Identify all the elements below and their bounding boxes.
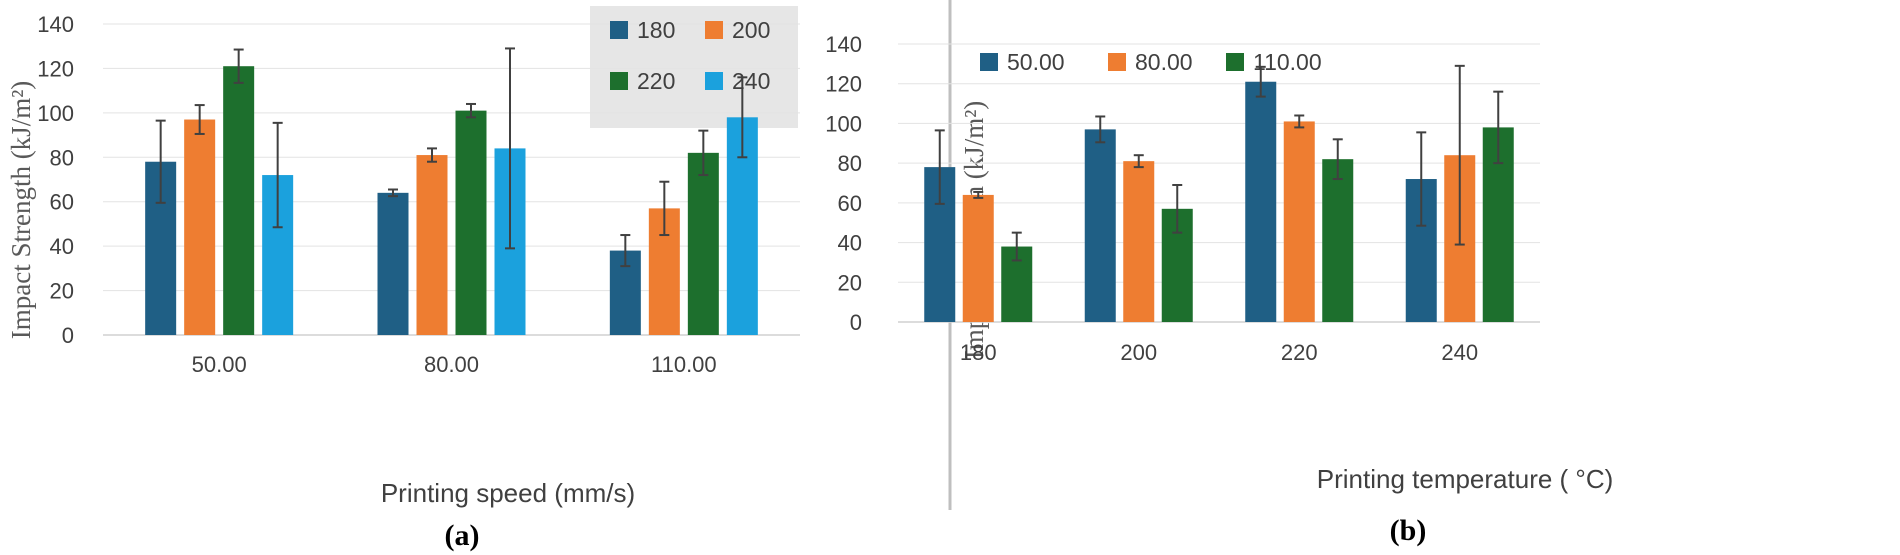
- chart-b-legend-swatch: [1226, 53, 1244, 71]
- chart-a-bar: [687, 152, 719, 335]
- chart-a-x-tick-label: 50.00: [192, 352, 247, 377]
- chart-a-bar: [377, 192, 409, 335]
- chart-a-x-tick-label: 110.00: [651, 352, 717, 377]
- chart-b-legend-label: 80.00: [1135, 49, 1193, 75]
- chart-a-y-tick-label: 120: [37, 56, 74, 81]
- chart-b-panel-label: (b): [1390, 514, 1427, 547]
- chart-b-legend-swatch: [980, 53, 998, 71]
- chart-b-bar: [1123, 161, 1155, 322]
- chart-a-legend-label: 180: [637, 17, 675, 43]
- chart-a-bar: [416, 155, 448, 335]
- chart-b-bar: [1283, 121, 1315, 322]
- chart-a-y-tick-label: 100: [37, 101, 74, 126]
- chart-b-bar: [1245, 81, 1277, 322]
- chart-a-y-tick-label: 40: [50, 234, 74, 259]
- chart-a-y-tick-label: 60: [50, 190, 74, 215]
- chart-b-y-tick-label: 100: [825, 111, 862, 136]
- chart-a-y-tick-label: 20: [50, 279, 74, 304]
- chart-b-legend-swatch: [1108, 53, 1126, 71]
- chart-a-y-axis-title: Impact Strength (kJ/m²): [6, 81, 36, 340]
- chart-b-x-tick-label: 180: [960, 340, 997, 365]
- chart-a-legend-label: 240: [732, 68, 770, 94]
- chart-b: Impact Strength (kJ/m²) Printing tempera…: [825, 32, 1613, 547]
- chart-b-y-tick-label: 20: [838, 270, 862, 295]
- chart-b-y-tick-label: 140: [825, 32, 862, 57]
- chart-a-y-tick-label: 0: [62, 323, 74, 348]
- chart-b-x-tick-label: 220: [1281, 340, 1318, 365]
- chart-b-bar: [962, 194, 994, 322]
- chart-b-y-tick-label: 60: [838, 191, 862, 216]
- chart-a-legend-swatch: [705, 72, 723, 90]
- chart-b-legend-label: 50.00: [1007, 49, 1065, 75]
- chart-a-x-axis-title: Printing speed (mm/s): [381, 478, 635, 508]
- chart-b-y-tick-label: 0: [850, 310, 862, 335]
- chart-a-bar: [184, 119, 216, 336]
- chart-b-y-tick-label: 80: [838, 151, 862, 176]
- chart-a-panel-label: (a): [445, 519, 480, 552]
- chart-b-bar: [1322, 159, 1354, 322]
- chart-b-bar: [1084, 129, 1116, 322]
- chart-b-x-tick-label: 200: [1120, 340, 1157, 365]
- chart-a-legend-swatch: [610, 21, 628, 39]
- chart-a-y-tick-label: 140: [37, 12, 74, 37]
- chart-a-x-tick-label: 80.00: [424, 352, 479, 377]
- chart-a: Impact Strength (kJ/m²) Printing speed (…: [6, 6, 800, 552]
- chart-a-bar: [455, 110, 487, 335]
- chart-b-y-tick-label: 120: [825, 72, 862, 97]
- chart-b-legend-label: 110.00: [1253, 49, 1322, 75]
- chart-a-legend-label: 220: [637, 68, 675, 94]
- chart-a-legend-swatch: [705, 21, 723, 39]
- chart-a-legend-swatch: [610, 72, 628, 90]
- chart-b-x-axis-title: Printing temperature ( °C): [1317, 464, 1614, 494]
- chart-a-y-tick-label: 80: [50, 145, 74, 170]
- chart-a-legend-label: 200: [732, 17, 770, 43]
- chart-b-y-tick-label: 40: [838, 231, 862, 256]
- chart-b-x-tick-label: 240: [1441, 340, 1478, 365]
- chart-a-bar: [223, 66, 255, 335]
